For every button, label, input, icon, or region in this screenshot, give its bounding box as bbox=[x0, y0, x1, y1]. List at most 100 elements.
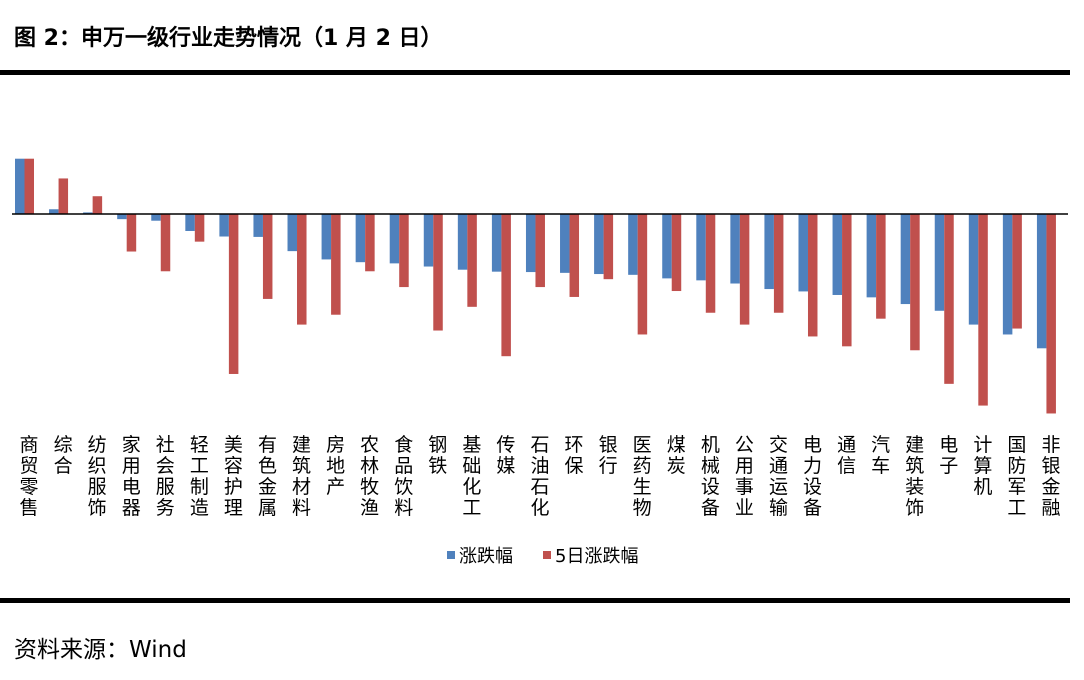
bar-daily-3 bbox=[83, 212, 93, 214]
chart-title: 图 2：申万一级行业走势情况（1 月 2 日） bbox=[14, 26, 443, 51]
bar-daily-28 bbox=[934, 214, 945, 311]
bar-daily-13 bbox=[423, 214, 434, 267]
bar-daily-1 bbox=[15, 158, 25, 214]
bar-daily-7 bbox=[219, 214, 229, 237]
bar-daily-24 bbox=[798, 214, 808, 292]
bar-daily-17 bbox=[560, 214, 570, 273]
category-label: 纺织服饰 bbox=[88, 434, 107, 519]
bar-five-day-13 bbox=[433, 214, 443, 331]
legend-swatch-2 bbox=[543, 551, 551, 559]
category-label: 钢铁 bbox=[428, 434, 447, 477]
bar-five-day-17 bbox=[569, 214, 580, 297]
bar-five-day-7 bbox=[228, 214, 239, 374]
bar-five-day-5 bbox=[160, 214, 171, 272]
category-label: 石油石化 bbox=[530, 434, 549, 519]
bar-daily-12 bbox=[389, 214, 400, 264]
category-label: 家用电器 bbox=[122, 434, 141, 519]
bar-five-day-8 bbox=[262, 214, 273, 299]
category-label: 非银金融 bbox=[1041, 434, 1060, 519]
category-label: 社会服务 bbox=[156, 434, 175, 519]
bar-daily-30 bbox=[1002, 214, 1013, 335]
source-note: 资料来源：Wind bbox=[14, 637, 187, 663]
bar-five-day-3 bbox=[92, 196, 103, 214]
category-label: 电子 bbox=[939, 434, 958, 477]
bar-five-day-29 bbox=[978, 214, 988, 406]
bar-five-day-27 bbox=[910, 214, 920, 351]
category-label: 食品饮料 bbox=[394, 434, 413, 519]
category-label: 轻工制造 bbox=[190, 434, 209, 519]
bar-daily-22 bbox=[730, 214, 740, 284]
bar-daily-5 bbox=[151, 214, 161, 221]
bar-five-day-30 bbox=[1012, 214, 1022, 329]
category-label: 公用事业 bbox=[735, 434, 754, 519]
bar-five-day-10 bbox=[331, 214, 341, 315]
bar-daily-8 bbox=[253, 214, 263, 237]
bar-daily-27 bbox=[900, 214, 911, 305]
bar-five-day-28 bbox=[944, 214, 954, 384]
bar-five-day-19 bbox=[637, 214, 648, 335]
bar-five-day-25 bbox=[842, 214, 852, 347]
bar-five-day-31 bbox=[1046, 214, 1056, 414]
category-label: 环保 bbox=[565, 434, 584, 477]
bar-five-day-26 bbox=[876, 214, 886, 319]
category-label: 建筑装饰 bbox=[905, 434, 924, 519]
bar-daily-15 bbox=[491, 214, 502, 272]
bar-daily-26 bbox=[866, 214, 877, 298]
category-label: 医药生物 bbox=[633, 434, 652, 519]
category-label: 商贸零售 bbox=[20, 434, 39, 519]
top-divider bbox=[0, 70, 1070, 75]
category-label: 电力设备 bbox=[803, 434, 822, 519]
bar-daily-21 bbox=[696, 214, 706, 281]
bar-five-day-22 bbox=[739, 214, 750, 325]
bar-daily-23 bbox=[764, 214, 774, 290]
bar-daily-20 bbox=[662, 214, 672, 279]
category-label: 传媒 bbox=[496, 434, 515, 477]
bar-five-day-4 bbox=[126, 214, 137, 252]
category-label: 国防军工 bbox=[1007, 434, 1026, 519]
bar-daily-25 bbox=[832, 214, 843, 295]
bar-five-day-2 bbox=[58, 178, 69, 214]
bar-daily-4 bbox=[117, 214, 127, 220]
bar-daily-9 bbox=[287, 214, 298, 252]
category-label: 煤炭 bbox=[667, 434, 686, 477]
bar-daily-6 bbox=[185, 214, 195, 231]
bar-five-day-6 bbox=[194, 214, 205, 242]
bar-five-day-23 bbox=[773, 214, 784, 313]
bar-chart: 商贸零售综合纺织服饰家用电器社会服务轻工制造美容护理有色金属建筑材料房地产农林牧… bbox=[12, 158, 1068, 567]
bar-daily-14 bbox=[457, 214, 468, 270]
category-label: 美容护理 bbox=[224, 434, 243, 519]
category-label: 建筑材料 bbox=[292, 434, 311, 519]
bottom-divider bbox=[0, 598, 1070, 603]
category-label: 银行 bbox=[599, 434, 618, 477]
bar-five-day-15 bbox=[501, 214, 511, 357]
bar-five-day-24 bbox=[807, 214, 818, 337]
bar-daily-31 bbox=[1036, 214, 1047, 349]
bar-daily-10 bbox=[321, 214, 332, 260]
category-label: 房地产 bbox=[326, 434, 345, 498]
bar-daily-11 bbox=[355, 214, 366, 263]
category-label: 有色金属 bbox=[258, 434, 277, 519]
bar-five-day-18 bbox=[603, 214, 614, 280]
bar-five-day-14 bbox=[467, 214, 477, 307]
bar-daily-2 bbox=[49, 209, 59, 214]
category-label: 汽车 bbox=[871, 434, 890, 477]
category-label: 计算机 bbox=[973, 434, 992, 498]
bar-five-day-9 bbox=[297, 214, 307, 325]
legend-swatch-1 bbox=[447, 551, 455, 559]
category-label: 基础化工 bbox=[462, 434, 481, 519]
legend-label-1: 涨跌幅 bbox=[459, 546, 513, 567]
bar-daily-18 bbox=[594, 214, 604, 275]
bar-daily-29 bbox=[968, 214, 979, 325]
legend-label-2: 5日涨跌幅 bbox=[555, 546, 638, 567]
bar-five-day-1 bbox=[24, 158, 34, 214]
legend: 涨跌幅 5日涨跌幅 bbox=[447, 546, 638, 567]
category-label: 综合 bbox=[54, 434, 73, 477]
bar-daily-16 bbox=[525, 214, 536, 273]
category-label: 交通运输 bbox=[769, 434, 788, 519]
bar-five-day-11 bbox=[365, 214, 375, 272]
bar-five-day-20 bbox=[671, 214, 682, 292]
bar-five-day-16 bbox=[535, 214, 545, 288]
bar-daily-19 bbox=[628, 214, 638, 275]
bar-five-day-21 bbox=[705, 214, 716, 313]
category-label: 农林牧渔 bbox=[360, 434, 379, 519]
